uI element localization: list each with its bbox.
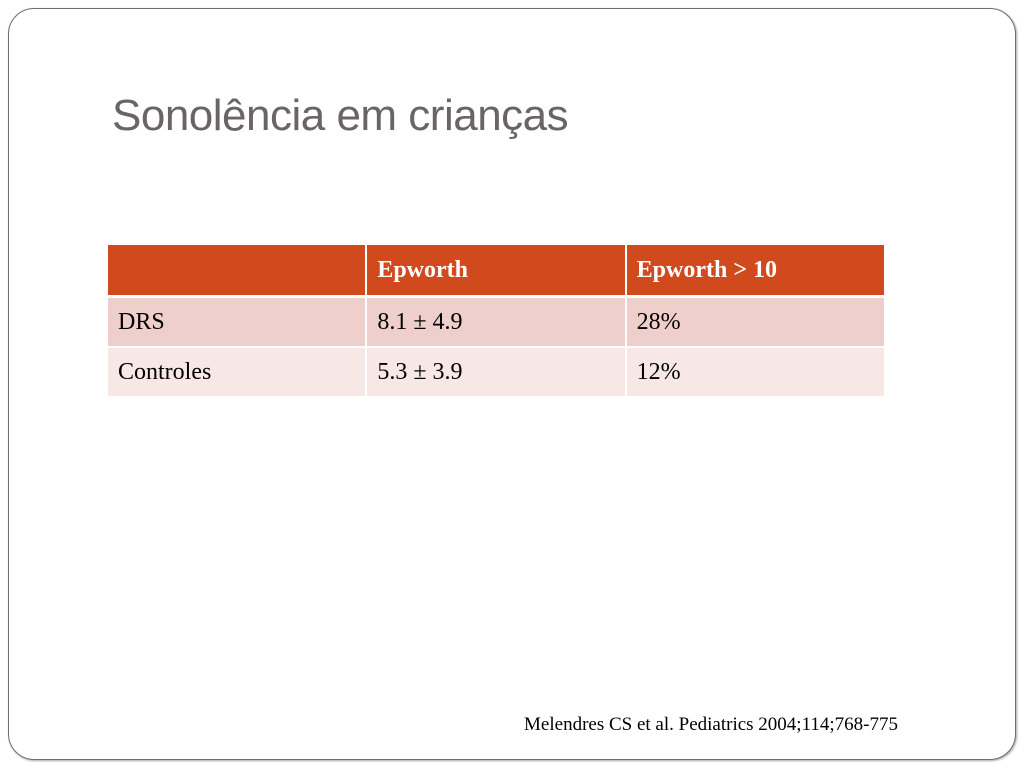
table-header-row: Epworth Epworth > 10 xyxy=(108,245,884,298)
epworth-value-cell: 8.1 ± 4.9 xyxy=(367,298,627,348)
row-label-cell: Controles xyxy=(108,348,368,398)
header-cell-epworth: Epworth xyxy=(367,245,627,298)
results-table: Epworth Epworth > 10 DRS 8.1 ± 4.9 28% C… xyxy=(108,245,884,398)
epworth-value-cell: 5.3 ± 3.9 xyxy=(367,348,627,398)
header-cell-group xyxy=(108,245,368,298)
table-row: DRS 8.1 ± 4.9 28% xyxy=(108,298,884,348)
citation-text: Melendres CS et al. Pediatrics 2004;114;… xyxy=(524,714,898,735)
table-row: Controles 5.3 ± 3.9 12% xyxy=(108,348,884,398)
epworth-over-10-value-cell: 28% xyxy=(626,298,884,348)
row-label-cell: DRS xyxy=(108,298,368,348)
epworth-over-10-value-cell: 12% xyxy=(626,348,884,398)
header-cell-epworth-over-10: Epworth > 10 xyxy=(626,245,884,298)
slide-title: Sonolência em crianças xyxy=(112,91,569,140)
